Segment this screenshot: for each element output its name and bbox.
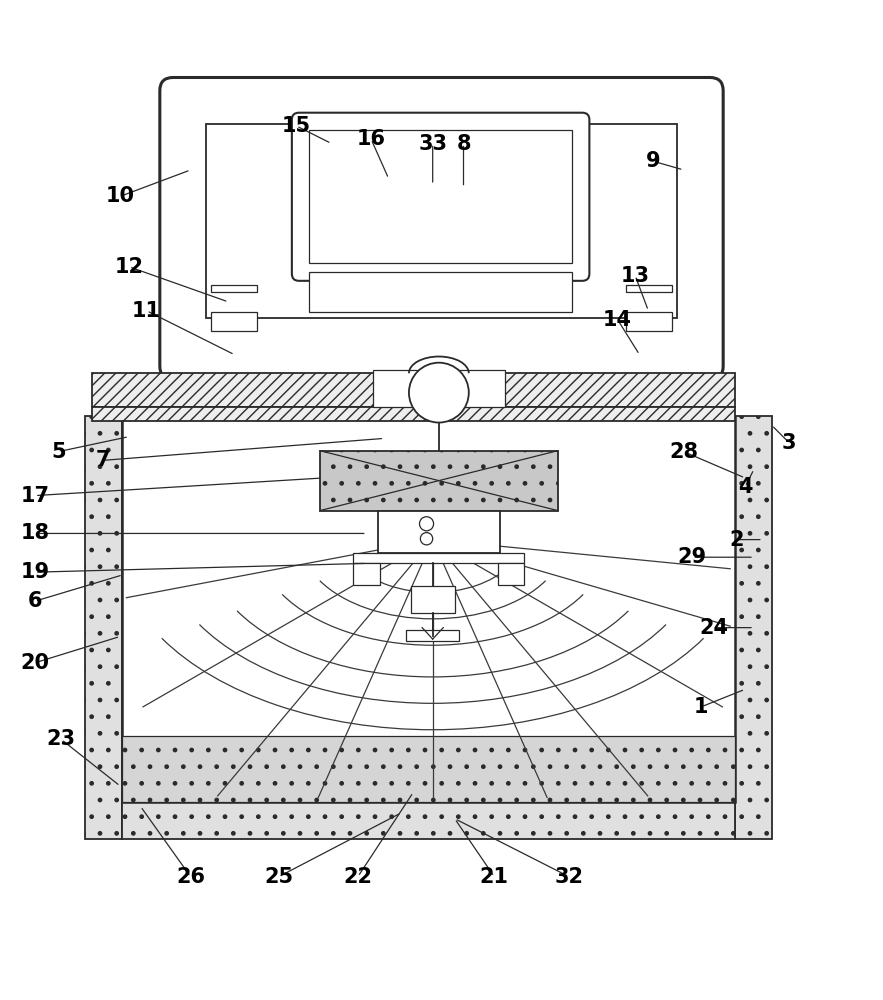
Bar [92,407,735,421]
Text: 24: 24 [700,618,728,638]
Text: 8: 8 [457,134,471,154]
Bar [735,416,772,839]
Text: 19: 19 [20,562,49,582]
Text: 14: 14 [603,310,632,330]
Bar [411,586,455,613]
Bar [211,312,257,331]
Circle shape [420,533,433,545]
Text: 29: 29 [678,547,707,567]
Bar [626,285,672,292]
Bar [122,802,735,839]
Bar [309,130,572,263]
Text: 16: 16 [357,129,386,149]
Text: 17: 17 [20,486,49,506]
Bar [122,736,735,802]
Text: 15: 15 [282,116,311,136]
FancyBboxPatch shape [160,77,723,379]
Bar [207,124,676,318]
Circle shape [419,517,434,531]
Text: 11: 11 [132,301,161,321]
Text: 13: 13 [621,266,650,286]
Bar [353,563,380,585]
Text: 4: 4 [738,477,752,497]
Bar [309,272,572,312]
FancyBboxPatch shape [292,113,589,281]
Bar [122,416,735,802]
Text: 7: 7 [95,450,109,470]
Text: 25: 25 [264,867,293,887]
Bar [373,370,505,407]
Bar [92,373,735,407]
Bar [626,312,672,331]
Text: 6: 6 [27,591,42,611]
Text: 1: 1 [694,697,708,717]
Bar [85,416,122,839]
Text: 20: 20 [20,653,49,673]
Text: 23: 23 [47,729,76,749]
Text: 22: 22 [343,867,373,887]
Text: 33: 33 [419,134,447,154]
Text: 5: 5 [51,442,66,462]
Bar [320,451,558,511]
Text: 2: 2 [729,530,743,550]
Circle shape [409,363,469,423]
Text: 9: 9 [645,151,660,171]
Text: 10: 10 [106,186,135,206]
Text: 26: 26 [176,867,205,887]
Text: 32: 32 [555,867,584,887]
Text: 28: 28 [669,442,698,462]
Bar [406,630,459,641]
Text: 12: 12 [115,257,144,277]
Text: 21: 21 [479,867,509,887]
Bar [498,563,525,585]
Bar [378,511,500,553]
Bar [211,285,257,292]
Text: 3: 3 [782,433,796,453]
Text: 18: 18 [20,523,49,543]
Bar [353,553,525,563]
